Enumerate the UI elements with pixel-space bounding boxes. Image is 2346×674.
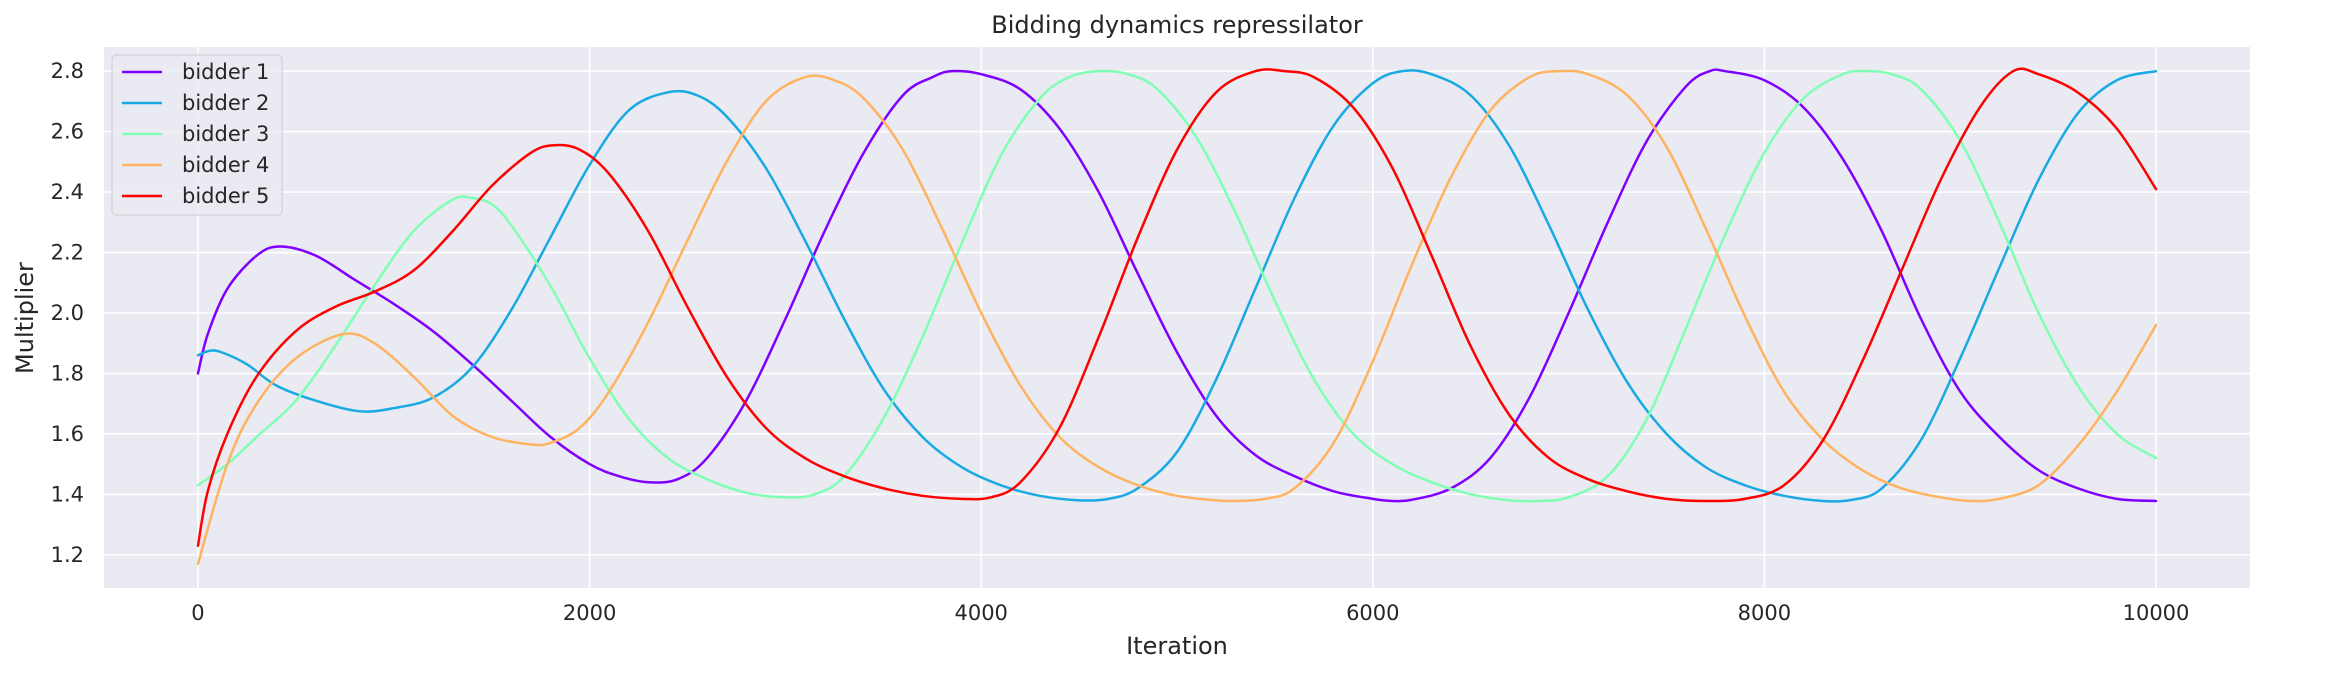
series-line-4	[196, 69, 2158, 566]
plot-area	[104, 47, 2250, 588]
y-gridlines	[104, 70, 2250, 556]
series-line-1	[196, 68, 2158, 503]
x-tick-labels: 0 2000 4000 6000 8000 10000	[191, 601, 2189, 625]
x-gridlines	[197, 47, 2157, 588]
x-tick-label: 8000	[1738, 601, 1791, 625]
y-tick-label: 2.0	[51, 301, 84, 325]
legend: bidder 1 bidder 2 bidder 3 bidder 4 bidder 5	[111, 54, 283, 216]
y-tick-label: 1.2	[51, 543, 84, 567]
y-tick-label: 2.6	[51, 120, 84, 144]
chart-title: Bidding dynamics repressilator	[991, 11, 1363, 39]
legend-label: bidder 5	[182, 184, 269, 208]
x-tick-label: 0	[191, 601, 204, 625]
x-tick-label: 10000	[2123, 601, 2190, 625]
y-axis-label: Multiplier	[11, 262, 39, 374]
y-tick-label: 2.8	[51, 59, 84, 83]
y-tick-labels: 1.2 1.4 1.6 1.8 2.0 2.2 2.4 2.6 2.8	[51, 59, 84, 567]
x-tick-label: 4000	[954, 601, 1007, 625]
legend-label: bidder 2	[182, 91, 269, 115]
y-tick-label: 2.2	[51, 241, 84, 265]
legend-box	[111, 54, 283, 216]
y-tick-label: 1.6	[51, 422, 84, 446]
series-line-5	[196, 67, 2158, 547]
legend-label: bidder 3	[182, 122, 269, 146]
x-tick-label: 6000	[1346, 601, 1399, 625]
x-axis-label: Iteration	[1126, 632, 1228, 660]
series-lines	[196, 67, 2158, 566]
y-tick-label: 1.4	[51, 482, 84, 506]
y-tick-label: 2.4	[51, 180, 84, 204]
series-line-2	[196, 69, 2158, 503]
legend-label: bidder 4	[182, 153, 269, 177]
series-line-3	[196, 69, 2158, 503]
y-tick-label: 1.8	[51, 361, 84, 385]
legend-label: bidder 1	[182, 60, 269, 84]
x-tick-label: 2000	[563, 601, 616, 625]
